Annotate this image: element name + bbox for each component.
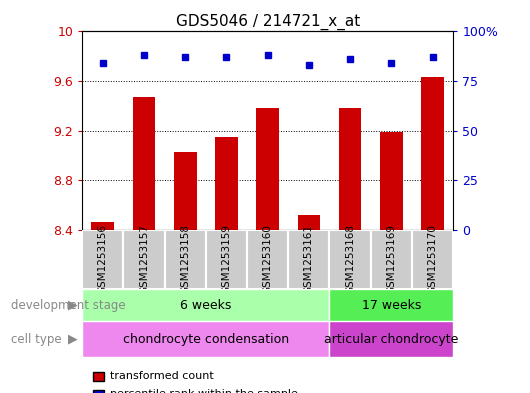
Text: development stage: development stage	[11, 299, 125, 312]
Text: cell type: cell type	[11, 332, 61, 346]
Bar	[82, 321, 330, 357]
Bar	[132, 97, 155, 230]
Bar	[123, 230, 165, 289]
Bar	[82, 230, 123, 289]
Bar	[297, 215, 320, 230]
Bar	[421, 77, 444, 230]
Title: GDS5046 / 214721_x_at: GDS5046 / 214721_x_at	[175, 14, 360, 30]
Bar	[339, 108, 361, 230]
Text: ▶: ▶	[68, 299, 77, 312]
Text: 17 weeks: 17 weeks	[361, 299, 421, 312]
Bar	[215, 137, 238, 230]
Bar	[330, 230, 370, 289]
Text: GSM1253156: GSM1253156	[98, 224, 108, 294]
Text: GSM1253170: GSM1253170	[428, 224, 438, 294]
Bar	[288, 230, 330, 289]
Bar	[330, 289, 453, 321]
Bar	[92, 222, 114, 230]
Bar	[257, 108, 279, 230]
Bar	[330, 321, 453, 357]
Text: 6 weeks: 6 weeks	[180, 299, 232, 312]
Text: GSM1253160: GSM1253160	[263, 224, 272, 294]
Text: GSM1253157: GSM1253157	[139, 224, 149, 294]
Bar	[165, 230, 206, 289]
Text: transformed count: transformed count	[110, 371, 214, 382]
Text: GSM1253161: GSM1253161	[304, 224, 314, 294]
Text: articular chondrocyte: articular chondrocyte	[324, 332, 458, 346]
Bar	[82, 289, 330, 321]
Bar	[412, 230, 453, 289]
Bar	[380, 132, 403, 230]
Bar	[247, 230, 288, 289]
Text: percentile rank within the sample: percentile rank within the sample	[110, 389, 297, 393]
Text: GSM1253158: GSM1253158	[180, 224, 190, 294]
Text: GSM1253168: GSM1253168	[345, 224, 355, 294]
Text: ▶: ▶	[68, 332, 77, 346]
Bar	[206, 230, 247, 289]
Bar	[370, 230, 412, 289]
Text: chondrocyte condensation: chondrocyte condensation	[123, 332, 289, 346]
Text: GSM1253159: GSM1253159	[222, 224, 232, 294]
Text: GSM1253169: GSM1253169	[386, 224, 396, 294]
Bar	[174, 152, 197, 230]
